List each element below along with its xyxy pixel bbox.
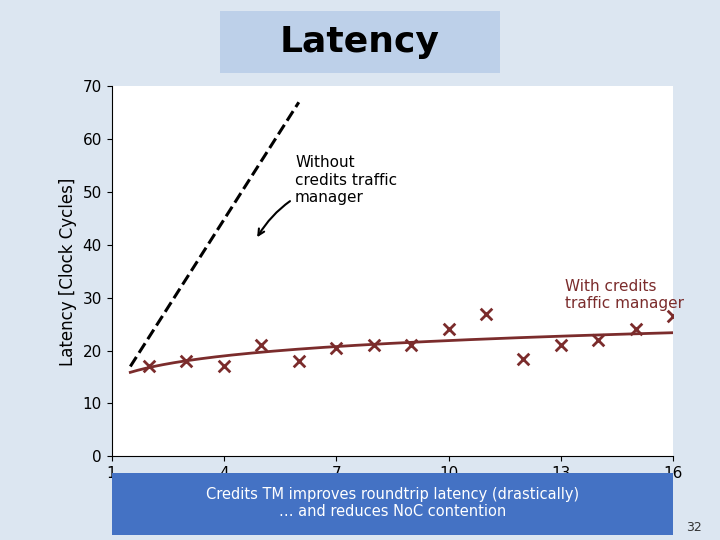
Y-axis label: Latency [Clock Cycles]: Latency [Clock Cycles] — [59, 177, 77, 366]
X-axis label: Number of Masters: Number of Masters — [313, 487, 472, 504]
Point — [143, 362, 155, 371]
Text: Latency: Latency — [280, 25, 440, 59]
Point — [593, 336, 604, 345]
Point — [256, 341, 267, 350]
Point — [330, 343, 342, 352]
Point — [181, 357, 192, 366]
Point — [630, 325, 642, 334]
Point — [443, 325, 454, 334]
Point — [555, 341, 567, 350]
Point — [480, 309, 492, 318]
Point — [293, 357, 305, 366]
Text: Without
credits traffic
manager: Without credits traffic manager — [258, 156, 397, 235]
Point — [368, 341, 379, 350]
Text: 32: 32 — [686, 521, 702, 534]
Point — [667, 312, 679, 321]
Text: Credits TM improves roundtrip latency (drastically)
… and reduces NoC contention: Credits TM improves roundtrip latency (d… — [206, 487, 579, 519]
Point — [218, 362, 230, 371]
Point — [518, 354, 529, 363]
Point — [405, 341, 417, 350]
Text: With credits
traffic manager: With credits traffic manager — [564, 279, 683, 312]
